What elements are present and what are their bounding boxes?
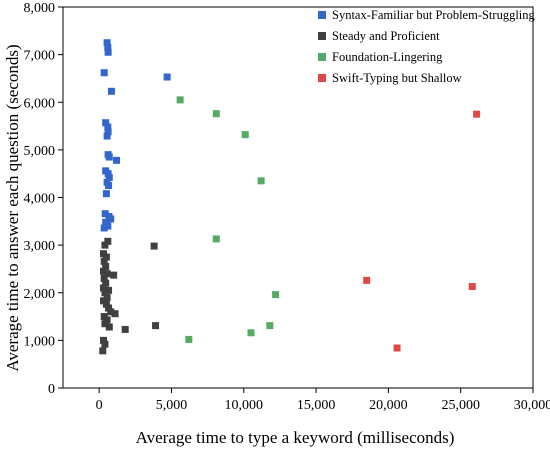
x-axis: 0 5,000 10,000 15,000 20,000 25,000 30,000 bbox=[96, 388, 550, 413]
data-point bbox=[105, 173, 113, 181]
data-point bbox=[100, 274, 108, 282]
data-point bbox=[121, 325, 129, 333]
data-point bbox=[468, 283, 476, 291]
data-point bbox=[257, 177, 265, 185]
data-point bbox=[99, 267, 107, 275]
data-point bbox=[104, 237, 112, 245]
data-point bbox=[101, 320, 109, 328]
data-point bbox=[101, 241, 109, 249]
x-tick-label: 10,000 bbox=[225, 398, 264, 413]
data-point bbox=[102, 279, 110, 287]
x-tick-label: 5,000 bbox=[156, 398, 188, 413]
data-point bbox=[185, 335, 193, 343]
data-point bbox=[99, 284, 107, 292]
data-point bbox=[107, 87, 115, 95]
data-point bbox=[100, 257, 108, 265]
x-axis-title: Average time to type a keyword (millisec… bbox=[136, 428, 455, 447]
y-tick-label: 2,000 bbox=[24, 287, 56, 302]
legend: Syntax-Familiar but Problem-Struggling St… bbox=[318, 8, 536, 85]
data-point bbox=[101, 340, 109, 348]
data-point bbox=[100, 224, 108, 232]
y-axis: 0 1,000 2,000 3,000 4,000 5,000 6,000 7,000 8,00… bbox=[24, 1, 63, 397]
data-point bbox=[104, 123, 112, 131]
legend-label: Syntax-Familiar but Problem-Struggling bbox=[332, 8, 536, 22]
legend-marker bbox=[318, 32, 326, 40]
series-1 bbox=[100, 39, 171, 232]
data-point bbox=[105, 153, 113, 161]
legend-label: Steady and Proficient bbox=[332, 29, 440, 43]
legend-marker bbox=[318, 11, 326, 19]
data-point bbox=[176, 96, 184, 104]
data-point bbox=[104, 222, 112, 230]
data-point bbox=[105, 304, 113, 312]
data-point bbox=[103, 270, 111, 278]
data-point bbox=[241, 131, 249, 139]
data-point bbox=[102, 300, 110, 308]
data-point bbox=[100, 69, 108, 77]
legend-label: Foundation-Lingering bbox=[332, 50, 443, 64]
data-point bbox=[103, 39, 111, 47]
data-point bbox=[363, 276, 371, 284]
data-point bbox=[104, 128, 112, 136]
data-point bbox=[101, 210, 109, 218]
data-point bbox=[473, 110, 481, 118]
series-3 bbox=[176, 96, 280, 343]
data-point bbox=[102, 218, 110, 226]
y-tick-label: 5,000 bbox=[24, 144, 56, 159]
plot-border bbox=[62, 6, 534, 389]
y-tick-label: 0 bbox=[48, 382, 55, 397]
data-point bbox=[105, 323, 113, 331]
y-tick-label: 8,000 bbox=[24, 1, 56, 16]
legend-marker bbox=[318, 74, 326, 82]
y-axis-title: Average time to answer each question (se… bbox=[3, 44, 22, 371]
y-tick-label: 7,000 bbox=[24, 49, 56, 64]
data-point bbox=[103, 294, 111, 302]
series-4 bbox=[363, 110, 481, 352]
data-point bbox=[102, 253, 110, 261]
legend-label: Swift-Typing but Shallow bbox=[332, 71, 462, 85]
data-point bbox=[111, 310, 119, 318]
data-point bbox=[107, 308, 115, 316]
y-tick-label: 3,000 bbox=[24, 239, 56, 254]
legend-marker bbox=[318, 53, 326, 61]
x-tick-label: 20,000 bbox=[369, 398, 408, 413]
data-point bbox=[247, 329, 255, 337]
data-point bbox=[272, 291, 280, 299]
data-points bbox=[99, 39, 481, 355]
data-point bbox=[103, 316, 111, 324]
y-tick-label: 4,000 bbox=[24, 192, 56, 207]
data-point bbox=[212, 235, 220, 243]
data-point bbox=[163, 73, 171, 81]
data-point bbox=[152, 322, 160, 330]
data-point bbox=[99, 347, 107, 355]
y-tick-label: 1,000 bbox=[24, 334, 56, 349]
data-point bbox=[212, 110, 220, 118]
data-point bbox=[150, 242, 158, 250]
x-tick-label: 0 bbox=[96, 398, 103, 413]
data-point bbox=[104, 48, 112, 56]
x-tick-label: 25,000 bbox=[441, 398, 480, 413]
data-point bbox=[99, 336, 107, 344]
data-point bbox=[102, 190, 110, 198]
data-point bbox=[103, 132, 111, 140]
data-point bbox=[101, 289, 109, 297]
data-point bbox=[105, 286, 113, 294]
data-point bbox=[107, 215, 115, 223]
x-tick-label: 30,000 bbox=[514, 398, 550, 413]
series-2 bbox=[99, 237, 160, 355]
data-point bbox=[105, 182, 113, 190]
data-point bbox=[113, 156, 121, 164]
data-point bbox=[266, 322, 274, 330]
data-point bbox=[104, 43, 112, 51]
data-point bbox=[102, 263, 110, 271]
y-tick-label: 6,000 bbox=[24, 96, 56, 111]
data-point bbox=[110, 271, 118, 279]
data-point bbox=[393, 344, 401, 352]
x-tick-label: 15,000 bbox=[297, 398, 336, 413]
data-point bbox=[104, 170, 112, 178]
data-point bbox=[102, 119, 110, 127]
plot-frame bbox=[62, 6, 534, 389]
